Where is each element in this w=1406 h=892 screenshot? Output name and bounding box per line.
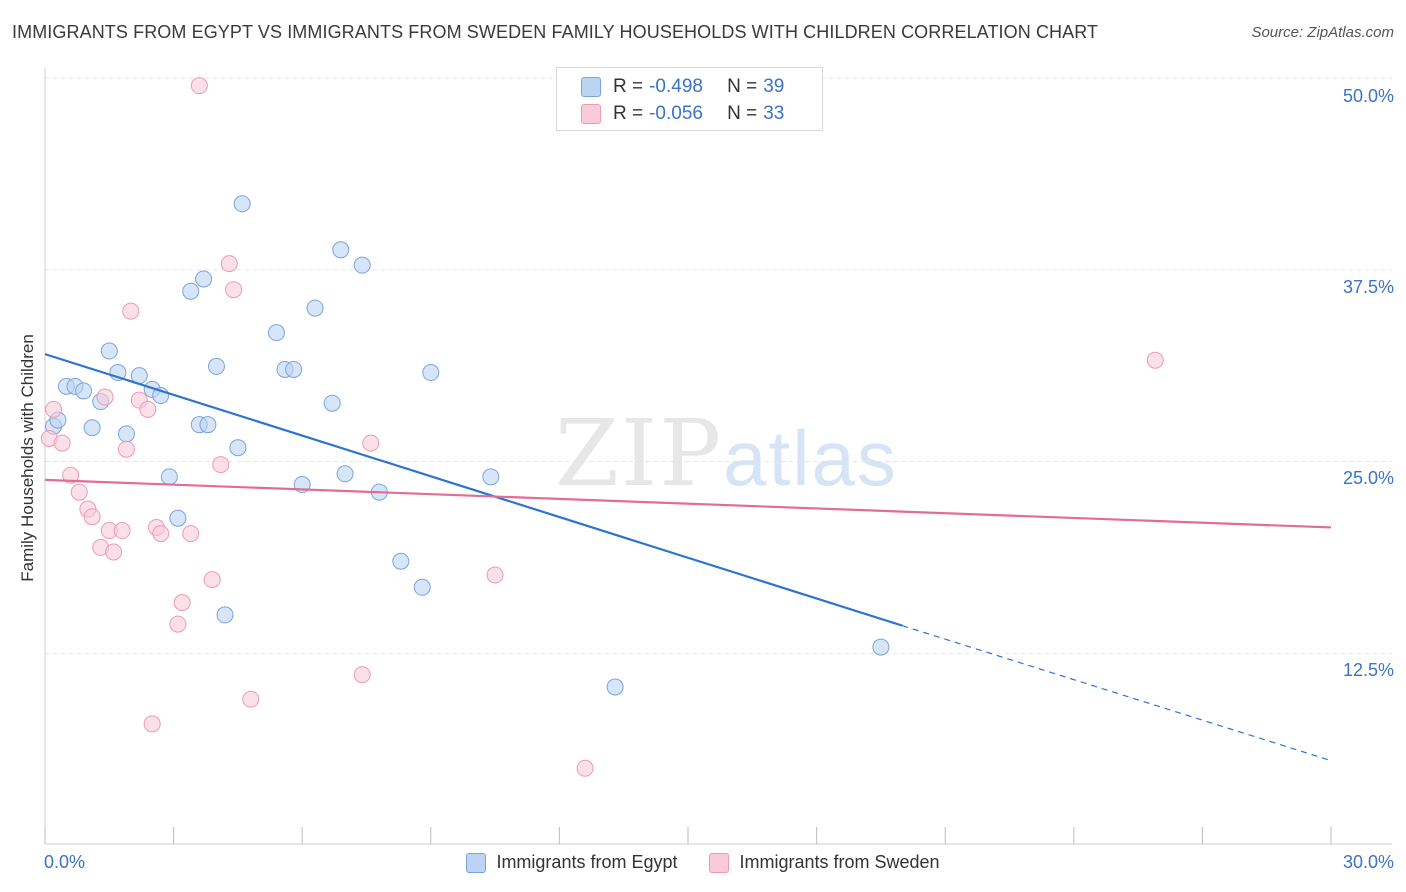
sweden-point [486, 566, 504, 584]
egypt-point [199, 416, 217, 434]
sweden-swatch [581, 104, 601, 124]
series-legend: Immigrants from Egypt Immigrants from Sw… [0, 852, 1406, 873]
r-label: R = [613, 76, 644, 97]
sweden-point [96, 388, 114, 406]
egypt-point [83, 419, 101, 437]
y-tick-label-12-5: 12.5% [1342, 660, 1394, 680]
n-value: 33 [763, 103, 785, 124]
sweden-point [242, 690, 260, 708]
sweden-point [225, 281, 243, 299]
egypt-point [207, 357, 225, 375]
egypt-point [195, 270, 213, 288]
sweden-point [152, 525, 170, 543]
sweden-point [169, 615, 187, 633]
egypt-point [285, 360, 303, 378]
egypt-point [872, 638, 890, 656]
legend-row-egypt: R = -0.498 N = 39 [581, 74, 784, 100]
sweden-point [182, 525, 200, 543]
egypt-point [117, 425, 135, 443]
sweden-point [122, 302, 140, 320]
watermark: ZIPatlas [555, 400, 898, 507]
y-tick-label-37-5: 37.5% [1342, 277, 1394, 297]
correlation-legend: R = -0.498 N = 39 R = -0.056 N = 33 [556, 67, 823, 131]
y-tick-label-25: 25.0% [1342, 468, 1394, 488]
egypt-point [482, 468, 500, 486]
x-tick-label-max: 30.0% [1342, 852, 1394, 872]
watermark-zip: ZIP [555, 400, 724, 507]
sweden-point [220, 255, 238, 273]
egypt-point [422, 364, 440, 382]
sweden-point [190, 77, 208, 95]
sweden-point [113, 522, 131, 540]
egypt-swatch [581, 77, 601, 97]
egypt-trend-line [44, 353, 903, 627]
n-value: 39 [763, 76, 785, 97]
egypt-point [160, 468, 178, 486]
r-label: R = [613, 103, 644, 124]
egypt-swatch [466, 852, 487, 873]
r-value: -0.056 [649, 103, 703, 124]
chart-title: IMMIGRANTS FROM EGYPT VS IMMIGRANTS FROM… [12, 22, 1099, 42]
n-label: N = [727, 76, 758, 97]
egypt-trend-line-extension [902, 625, 1332, 762]
egypt-point [353, 256, 371, 274]
egypt-point [306, 299, 324, 317]
sweden-point [362, 434, 380, 452]
egypt-point [169, 509, 187, 527]
sweden-point [212, 456, 230, 474]
sweden-point [173, 594, 191, 612]
n-label: N = [727, 103, 758, 124]
sweden-point [45, 400, 63, 418]
sweden-point [105, 543, 123, 561]
sweden-point [70, 483, 88, 501]
sweden-point [83, 508, 101, 526]
watermark-atlas: atlas [723, 414, 898, 502]
legend-label-sweden: Immigrants from Sweden [739, 852, 940, 872]
egypt-point [323, 394, 341, 412]
sweden-point [62, 466, 80, 484]
egypt-point [216, 606, 234, 624]
legend-item-egypt: Immigrants from Egypt [466, 852, 677, 873]
x-tick-label-min: 0.0% [44, 852, 86, 872]
r-value: -0.498 [649, 76, 703, 97]
sweden-point [1146, 351, 1164, 369]
egypt-point [336, 465, 354, 483]
sweden-point [117, 440, 135, 458]
sweden-point [143, 715, 161, 733]
sweden-swatch [709, 852, 730, 873]
sweden-point [203, 571, 221, 589]
egypt-point [182, 282, 200, 300]
egypt-point [332, 241, 350, 259]
sweden-point [53, 434, 71, 452]
sweden-point [139, 400, 157, 418]
egypt-point [233, 195, 251, 213]
egypt-point [75, 382, 93, 400]
source-label: Source: ZipAtlas.com [1251, 24, 1394, 41]
egypt-point [606, 678, 624, 696]
legend-row-sweden: R = -0.056 N = 33 [581, 101, 784, 127]
sweden-trend-line [44, 478, 1332, 529]
legend-label-egypt: Immigrants from Egypt [496, 852, 678, 872]
egypt-point [413, 578, 431, 596]
y-tick-label-50: 50.0% [1342, 86, 1394, 106]
egypt-point [229, 439, 247, 457]
legend-item-sweden: Immigrants from Sweden [709, 852, 940, 873]
sweden-point [576, 759, 594, 777]
egypt-point [100, 342, 118, 360]
egypt-point [267, 324, 285, 342]
egypt-point [392, 552, 410, 570]
sweden-point [353, 666, 371, 684]
